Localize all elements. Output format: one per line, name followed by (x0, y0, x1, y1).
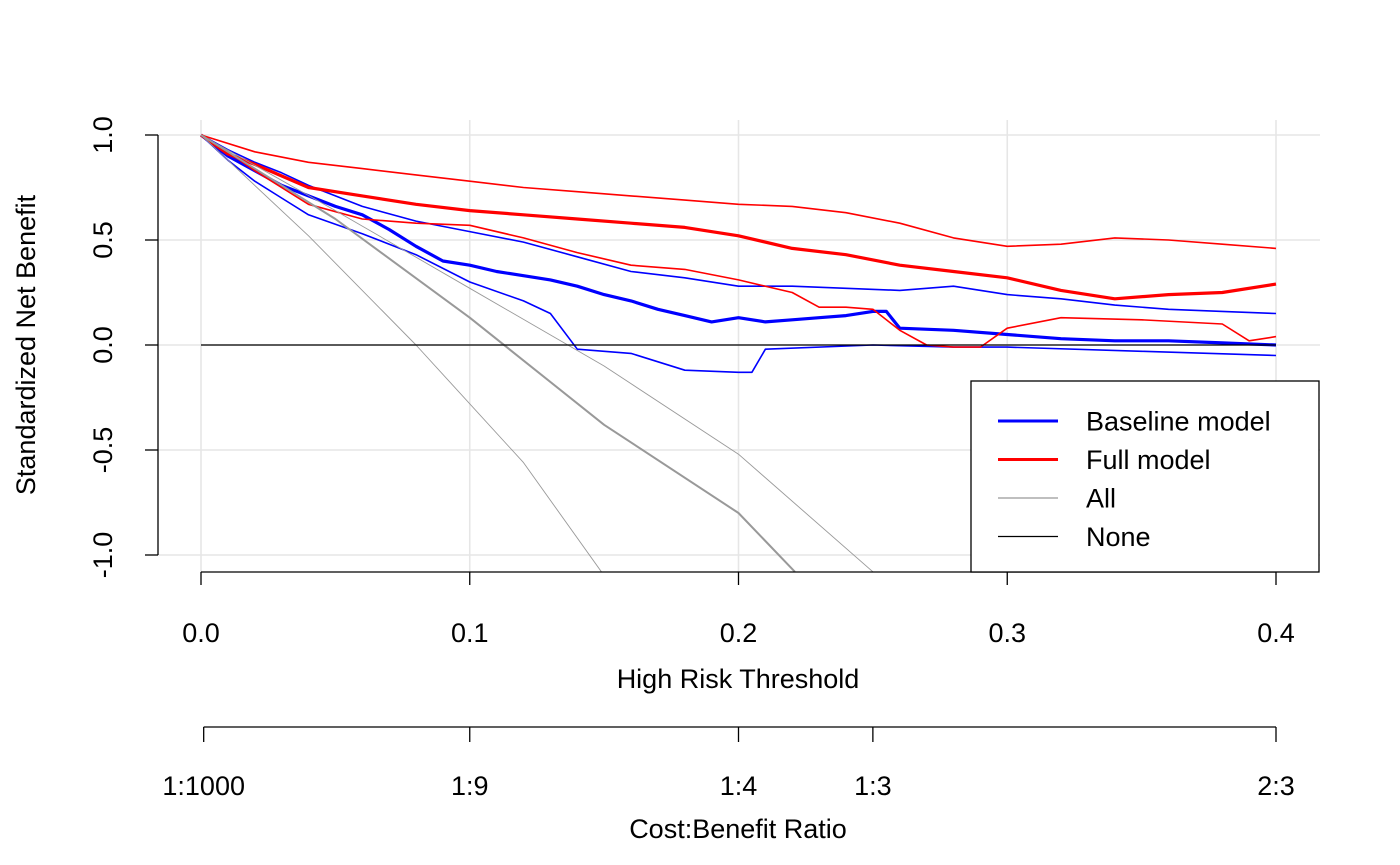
series-line-full-model-upper (200, 134, 1277, 250)
secondary-tick-label: 1:9 (451, 771, 489, 801)
series-line-full-model-lower (200, 134, 1277, 348)
y-tick-label: 0.0 (88, 326, 118, 364)
legend: Baseline model Full model All None (970, 380, 1320, 573)
legend-box (970, 380, 1320, 573)
series-line-all-upper (200, 134, 874, 572)
secondary-tick-label: 1:4 (720, 771, 758, 801)
x-tick-label: 0.1 (451, 618, 489, 648)
legend-label-none: None (1086, 522, 1151, 552)
legend-label-all: All (1086, 484, 1116, 514)
x-tick-label: 0.4 (1257, 618, 1295, 648)
secondary-tick-label: 1:1000 (162, 771, 245, 801)
y-tick-label: -1.0 (88, 532, 118, 579)
x-axis-label: High Risk Threshold (617, 664, 860, 694)
x-tick-label: 0.3 (988, 618, 1026, 648)
series-line-baseline-model-upper (200, 134, 1277, 315)
y-tick-label: -0.5 (88, 427, 118, 474)
series-lines (200, 133, 1277, 572)
secondary-tick-label: 1:3 (854, 771, 892, 801)
secondary-tick-label: 2:3 (1257, 771, 1295, 801)
x-tick-label: 0.2 (720, 618, 758, 648)
x-tick-label: 0.0 (182, 618, 220, 648)
axes: -1.0 -0.5 0.0 0.5 1.0 0.0 0.1 0.2 0.3 0.4 1:1000 1:… (88, 116, 1295, 801)
y-tick-label: 1.0 (88, 116, 118, 154)
series-line-baseline-model (200, 133, 1277, 347)
legend-label-full-model: Full model (1086, 445, 1211, 475)
secondary-axis-label: Cost:Benefit Ratio (629, 814, 847, 844)
series-line-full-model (200, 133, 1277, 301)
series-line-baseline-model-lower (200, 134, 1277, 374)
grid (158, 120, 1320, 572)
y-tick-label: 0.5 (88, 221, 118, 259)
y-axis-label: Standardized Net Benefit (11, 194, 41, 495)
series-line-all (200, 134, 796, 572)
legend-label-baseline-model: Baseline model (1086, 407, 1271, 437)
